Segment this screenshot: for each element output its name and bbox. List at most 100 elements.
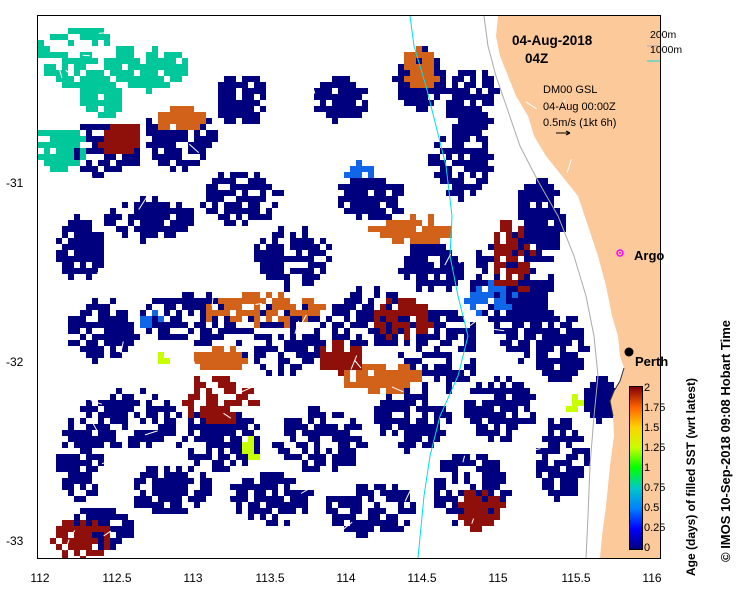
sst-pixel (140, 208, 146, 214)
sst-pixel (284, 358, 290, 364)
sst-pixel (236, 358, 242, 364)
sst-pixel (566, 442, 572, 448)
sst-pixel (512, 232, 518, 238)
sst-pixel (428, 280, 434, 286)
sst-pixel (380, 406, 386, 412)
sst-pixel (548, 274, 554, 280)
sst-pixel (242, 82, 248, 88)
sst-pixel (320, 460, 326, 466)
sst-pixel (206, 436, 212, 442)
sst-pixel (188, 424, 194, 430)
sst-pixel (350, 196, 356, 202)
sst-pixel (200, 430, 206, 436)
sst-pixel (74, 520, 80, 526)
sst-pixel (266, 496, 272, 502)
sst-pixel (170, 496, 176, 502)
sst-pixel (110, 406, 116, 412)
sst-pixel (368, 364, 374, 370)
sst-pixel (530, 190, 536, 196)
sst-pixel (356, 502, 362, 508)
sst-pixel (338, 76, 344, 82)
sst-pixel (218, 172, 224, 178)
sst-pixel (530, 310, 536, 316)
sst-pixel (218, 466, 224, 472)
sst-pixel (566, 352, 572, 358)
sst-pixel (356, 214, 362, 220)
sst-pixel (140, 202, 146, 208)
sst-pixel (152, 148, 158, 154)
sst-pixel (320, 106, 326, 112)
sst-pixel (224, 400, 230, 406)
sst-pixel (164, 484, 170, 490)
sst-pixel (536, 250, 542, 256)
sst-pixel (362, 442, 368, 448)
sst-pixel (200, 322, 206, 328)
sst-pixel (482, 112, 488, 118)
sst-pixel (266, 346, 272, 352)
sst-pixel (86, 472, 92, 478)
sst-pixel (404, 364, 410, 370)
sst-pixel (428, 370, 434, 376)
sst-pixel (404, 322, 410, 328)
sst-pixel (182, 472, 188, 478)
sst-pixel (470, 70, 476, 76)
sst-pixel (158, 124, 164, 130)
sst-pixel (602, 400, 608, 406)
sst-pixel (464, 376, 470, 382)
sst-pixel (362, 520, 368, 526)
sst-pixel (404, 88, 410, 94)
sst-pixel (326, 106, 332, 112)
sst-pixel (410, 502, 416, 508)
sst-pixel (86, 532, 92, 538)
sst-pixel (536, 466, 542, 472)
sst-pixel (416, 286, 422, 292)
sst-pixel (254, 208, 260, 214)
sst-pixel (182, 118, 188, 124)
sst-pixel (356, 340, 362, 346)
sst-pixel (146, 472, 152, 478)
sst-pixel (230, 100, 236, 106)
sst-pixel (260, 238, 266, 244)
sst-pixel (518, 202, 524, 208)
sst-pixel (464, 148, 470, 154)
sst-pixel (548, 208, 554, 214)
sst-pixel (122, 334, 128, 340)
sst-pixel (368, 514, 374, 520)
sst-pixel (446, 280, 452, 286)
sst-pixel (470, 166, 476, 172)
sst-pixel (464, 124, 470, 130)
sst-pixel (542, 214, 548, 220)
sst-pixel (116, 352, 122, 358)
sst-pixel (254, 316, 260, 322)
sst-pixel (554, 370, 560, 376)
sst-pixel (452, 76, 458, 82)
sst-pixel (488, 418, 494, 424)
sst-pixel (212, 424, 218, 430)
sst-pixel (164, 208, 170, 214)
sst-pixel (506, 274, 512, 280)
sst-pixel (380, 196, 386, 202)
sst-pixel (122, 514, 128, 520)
sst-pixel (392, 514, 398, 520)
sst-pixel (548, 334, 554, 340)
sst-pixel (530, 232, 536, 238)
sst-pixel (350, 460, 356, 466)
sst-pixel (236, 502, 242, 508)
sst-map[interactable] (37, 15, 661, 559)
sst-pixel (206, 430, 212, 436)
sst-pixel (548, 478, 554, 484)
sst-pixel (188, 412, 194, 418)
sst-pixel (338, 430, 344, 436)
sst-pixel (458, 190, 464, 196)
sst-pixel (554, 190, 560, 196)
sst-pixel (194, 298, 200, 304)
sst-pixel (128, 442, 134, 448)
sst-pixel (218, 358, 224, 364)
sst-pixel (200, 472, 206, 478)
sst-pixel (428, 214, 434, 220)
sst-pixel (128, 436, 134, 442)
sst-pixel (218, 376, 224, 382)
sst-pixel (440, 430, 446, 436)
sst-pixel (524, 262, 530, 268)
sst-pixel (440, 322, 446, 328)
